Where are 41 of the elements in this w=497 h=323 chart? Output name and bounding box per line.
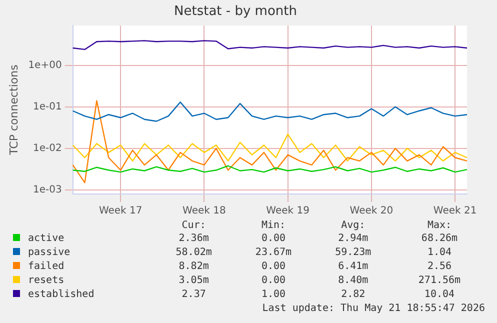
text: Cur:: [180, 220, 207, 232]
y-tick-label: 1e-03: [32, 184, 62, 196]
text: 1.04: [426, 246, 453, 260]
legend-label: resets: [27, 274, 66, 288]
text: 2.82: [340, 288, 366, 302]
x-tick-label: Week 17: [98, 206, 142, 217]
text: 0.00: [260, 274, 287, 288]
text: 58.02m: [174, 246, 213, 260]
text: 68.26m: [420, 232, 459, 246]
x-tick-label: Week 18: [182, 206, 226, 217]
text: Min:: [260, 220, 287, 232]
text: Avg:: [340, 220, 366, 232]
text: 3.05m: [178, 274, 210, 288]
text: 59.23m: [334, 246, 372, 260]
legend-label: failed: [27, 260, 66, 274]
text: 6.41m: [337, 260, 370, 274]
text: 2.94m: [337, 232, 370, 246]
text: 0.00: [260, 232, 287, 246]
x-tick-label: Week 21: [433, 206, 477, 217]
text: Max:: [426, 220, 453, 232]
text: 8.82m: [178, 260, 210, 274]
x-tick-label: Week 20: [350, 206, 394, 217]
text: 8.40m: [337, 274, 370, 288]
text: 0.00: [260, 260, 287, 274]
y-tick-label: 1e-02: [32, 142, 62, 154]
legend-label: established: [27, 288, 96, 302]
text: 271.56m: [417, 274, 462, 288]
text: Last update: Thu May 21 18:55:47 2026: [261, 302, 486, 316]
text: 2.37: [180, 288, 207, 302]
x-tick-label: Week 19: [266, 206, 310, 217]
text: 10.04: [423, 288, 456, 302]
y-axis-title: TCP connections: [7, 64, 20, 156]
text: 23.67m: [254, 246, 293, 260]
y-tick-label: 1e-01: [32, 101, 62, 112]
text: 2.56: [426, 260, 453, 274]
chart-title: Netstat - by month: [174, 4, 297, 20]
legend-label: passive: [27, 246, 72, 260]
text: 2.36m: [178, 232, 210, 246]
legend-label: active: [27, 232, 66, 246]
text: 1.00: [260, 288, 287, 302]
y-tick-label: 1e+00: [28, 60, 62, 71]
